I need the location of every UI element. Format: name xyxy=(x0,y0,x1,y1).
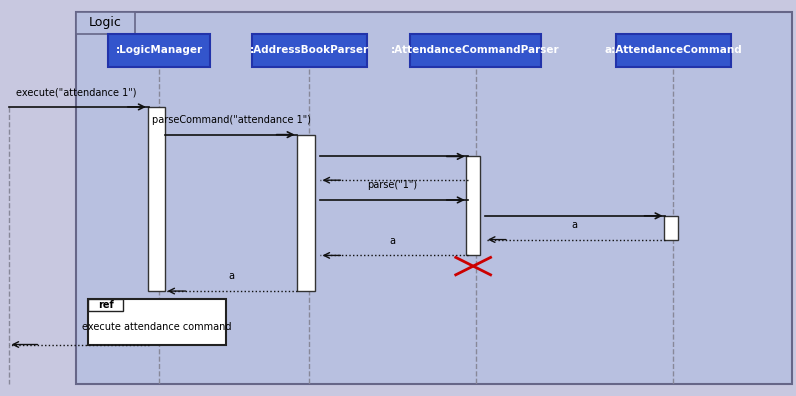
Bar xyxy=(107,34,210,67)
Bar xyxy=(88,299,226,345)
Bar xyxy=(252,34,367,67)
Text: a: a xyxy=(228,271,234,281)
Bar xyxy=(76,12,135,34)
Text: parseCommand("attendance 1"): parseCommand("attendance 1") xyxy=(151,115,310,125)
Bar xyxy=(466,156,480,255)
Text: a:AttendanceCommand: a:AttendanceCommand xyxy=(604,46,742,55)
Text: a: a xyxy=(389,236,396,246)
Text: a: a xyxy=(572,220,577,230)
Bar xyxy=(664,216,678,240)
Text: execute("attendance 1"): execute("attendance 1") xyxy=(16,87,136,97)
Text: :AttendanceCommandParser: :AttendanceCommandParser xyxy=(391,46,560,55)
Bar xyxy=(88,299,123,311)
Text: execute attendance command: execute attendance command xyxy=(82,322,232,332)
Bar xyxy=(616,34,731,67)
Text: :LogicManager: :LogicManager xyxy=(115,46,203,55)
Text: :AddressBookParser: :AddressBookParser xyxy=(250,46,369,55)
Text: Logic: Logic xyxy=(89,16,122,29)
Bar xyxy=(410,34,540,67)
Bar xyxy=(148,107,166,291)
Text: parse("1"): parse("1") xyxy=(368,180,418,190)
Text: ref: ref xyxy=(98,300,114,310)
Bar xyxy=(298,135,315,291)
